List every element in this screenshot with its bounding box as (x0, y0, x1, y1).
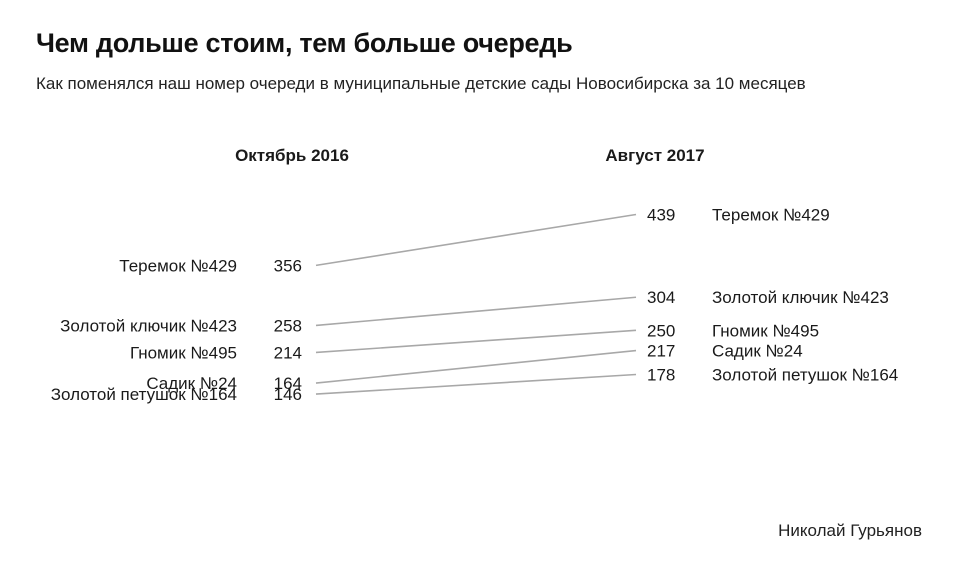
left-label-золотой-ключик-423: Золотой ключик №423 (60, 316, 237, 335)
slope-line-садик-24 (315, 349, 637, 384)
left-label-садик-24: Садик №24 (146, 374, 237, 393)
slope-line-теремок-429 (315, 213, 637, 267)
right-value-теремок-429: 439 (647, 205, 675, 224)
slope-lines (315, 213, 637, 395)
right-label-гномик-495: Гномик №495 (712, 321, 819, 340)
right-value-золотой-петушок-164: 178 (647, 365, 675, 384)
left-value-гномик-495: 214 (274, 343, 302, 362)
right-value-гномик-495: 250 (647, 321, 675, 340)
left-value-золотой-ключик-423: 258 (274, 316, 302, 335)
left-label-гномик-495: Гномик №495 (130, 343, 237, 362)
right-labels: 439 Теремок №429 304 Золотой ключик №423 250… (647, 205, 898, 384)
chart-subtitle: Как поменялся наш номер очереди в муници… (36, 74, 806, 93)
right-value-золотой-ключик-423: 304 (647, 288, 675, 307)
left-value-золотой-петушок-164: 146 (274, 385, 302, 404)
column-header-left: Октябрь 2016 (235, 146, 349, 165)
slope-line-золотой-ключик-423 (315, 296, 637, 327)
slope-line-золотой-петушок-164 (315, 373, 637, 395)
right-label-садик-24: Садик №24 (712, 342, 803, 361)
left-labels: 356 Теремок №429 258 Золотой ключик №423 214… (51, 256, 302, 404)
right-value-садик-24: 217 (647, 342, 675, 361)
right-label-золотой-ключик-423: Золотой ключик №423 (712, 288, 889, 307)
author-credit: Николай Гурьянов (778, 521, 922, 540)
left-label-золотой-петушок-164: Золотой петушок №164 (51, 385, 237, 404)
right-label-теремок-429: Теремок №429 (712, 205, 830, 224)
column-header-right: Август 2017 (605, 146, 704, 165)
left-label-теремок-429: Теремок №429 (119, 256, 237, 275)
left-value-садик-24: 164 (274, 374, 302, 393)
right-label-золотой-петушок-164: Золотой петушок №164 (712, 365, 898, 384)
chart-title: Чем дольше стоим, тем больше очередь (36, 28, 573, 58)
slope-line-гномик-495 (315, 329, 637, 354)
left-value-теремок-429: 356 (274, 256, 302, 275)
